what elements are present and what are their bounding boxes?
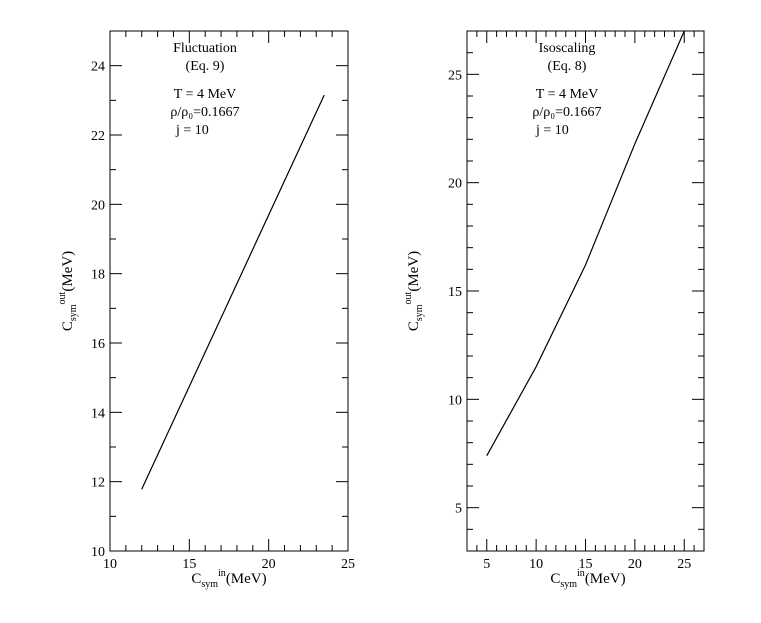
y-tick-label: 16 <box>91 337 105 352</box>
y-tick-label: 10 <box>448 393 462 408</box>
y-tick-label: 14 <box>91 406 105 421</box>
x-tick-label: 5 <box>483 557 490 572</box>
y-tick-label: 5 <box>455 502 462 517</box>
x-tick-label: 25 <box>677 557 691 572</box>
isoscaling-panel: 5 10 15 20 25 5 10 15 20 25 Isoscaling (Eq. 8) T … <box>403 30 705 590</box>
annotation-density: ρ/ρ₀=0.1667 <box>170 105 239 120</box>
x-axis-label: Csymin(MeV) <box>191 568 266 590</box>
plot-frame <box>109 30 349 552</box>
y-tick-label: 20 <box>448 177 462 192</box>
y-tick-label: 20 <box>91 198 105 213</box>
annotation-j: j = 10 <box>175 123 209 138</box>
annotation-method: Fluctuation <box>173 41 237 56</box>
x-tick-label: 20 <box>262 557 276 572</box>
annotation-box: Isoscaling (Eq. 8) T = 4 MeV ρ/ρ₀=0.1667… <box>532 41 601 138</box>
tick-labels: 5 10 15 20 25 5 10 15 20 25 <box>448 68 691 572</box>
y-axis-label: Csymout(MeV) <box>403 251 425 331</box>
annotation-equation: (Eq. 8) <box>548 59 587 74</box>
x-tick-label: 10 <box>103 557 117 572</box>
data-line <box>486 30 685 456</box>
tick-marks <box>466 30 705 552</box>
y-tick-label: 25 <box>448 68 462 83</box>
data-line <box>141 94 325 490</box>
tick-marks <box>109 30 349 552</box>
annotation-temperature: T = 4 MeV <box>536 87 598 102</box>
annotation-temperature: T = 4 MeV <box>174 87 236 102</box>
y-tick-label: 18 <box>91 268 105 283</box>
tick-labels: 10 15 20 25 10 12 14 16 18 20 22 24 <box>91 60 355 572</box>
x-tick-label: 15 <box>182 557 196 572</box>
annotation-equation: (Eq. 9) <box>186 59 225 74</box>
y-axis-label: Csymout(MeV) <box>57 251 79 331</box>
annotation-method: Isoscaling <box>539 41 596 56</box>
x-axis-label: Csymin(MeV) <box>550 568 625 590</box>
fluctuation-panel: 10 15 20 25 10 12 14 16 18 20 22 24 Fluctuation (Eq… <box>57 30 355 590</box>
y-tick-label: 22 <box>91 129 105 144</box>
x-tick-label: 15 <box>579 557 593 572</box>
y-tick-label: 10 <box>91 545 105 560</box>
x-tick-label: 20 <box>628 557 642 572</box>
y-tick-label: 15 <box>448 285 462 300</box>
annotation-j: j = 10 <box>535 123 569 138</box>
y-tick-label: 12 <box>91 476 105 491</box>
x-tick-label: 10 <box>529 557 543 572</box>
annotation-density: ρ/ρ₀=0.1667 <box>532 105 601 120</box>
y-tick-label: 24 <box>91 60 105 75</box>
annotation-box: Fluctuation (Eq. 9) T = 4 MeV ρ/ρ₀=0.166… <box>170 41 239 138</box>
x-tick-label: 25 <box>341 557 355 572</box>
